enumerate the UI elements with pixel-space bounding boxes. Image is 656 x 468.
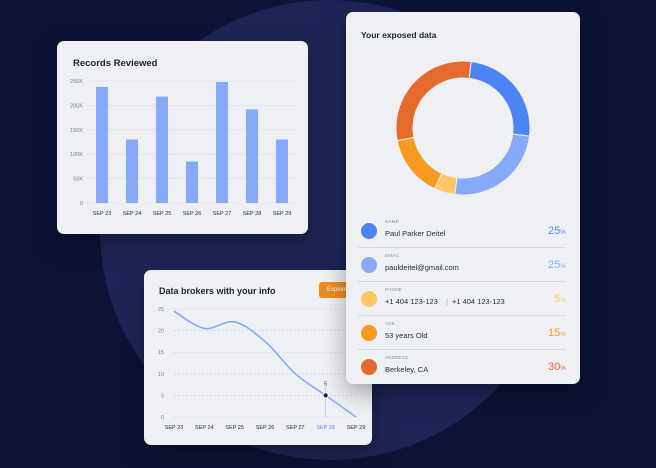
records-reviewed-card: Records Reviewed 0 50K 100K 150K 200K 250K SEP… bbox=[57, 41, 308, 234]
bar bbox=[156, 96, 168, 203]
phone-color-dot bbox=[361, 291, 377, 307]
item-label: NAME bbox=[385, 219, 399, 224]
x-tick-label: SEP 24 bbox=[123, 211, 142, 217]
item-label: PHONE bbox=[385, 287, 403, 292]
item-label: ADDRESS bbox=[385, 355, 409, 360]
x-tick-label: SEP 28 bbox=[316, 425, 335, 431]
y-tick-label: 250K bbox=[70, 79, 83, 85]
y-tick-label: 15 bbox=[158, 350, 164, 356]
donut-slice bbox=[395, 60, 472, 142]
item-value: +1 404 123-123 bbox=[385, 297, 438, 306]
bar bbox=[126, 139, 138, 203]
list-item[interactable]: NAME Paul Parker Deitel 25% bbox=[358, 214, 566, 248]
data-brokers-title: Data brokers with your info bbox=[159, 286, 276, 296]
x-tick-label: SEP 29 bbox=[273, 211, 292, 217]
item-value-secondary: | +1 404 123-123 bbox=[446, 297, 505, 306]
donut-slice bbox=[468, 60, 531, 137]
age-color-dot bbox=[361, 325, 377, 341]
list-item[interactable]: ADDRESS Berkeley, CA 30% bbox=[358, 350, 566, 384]
exposed-data-list: NAME Paul Parker Deitel 25% EMAIL paulde… bbox=[358, 214, 566, 384]
records-reviewed-title: Records Reviewed bbox=[73, 58, 158, 69]
x-tick-label: SEP 25 bbox=[225, 425, 244, 431]
x-tick-label: SEP 28 bbox=[243, 211, 262, 217]
brokers-line-chart: 0 5 10 15 20 25 SEP 23 SEP 24 SEP 25 SEP 26 SEP 27… bbox=[158, 307, 366, 431]
x-tick-label: SEP 25 bbox=[153, 211, 172, 217]
y-tick-label: 100K bbox=[70, 152, 83, 158]
item-percent: 15% bbox=[547, 327, 566, 339]
x-tick-label: SEP 26 bbox=[183, 211, 202, 217]
item-label: EMAIL bbox=[385, 253, 400, 258]
name-color-dot bbox=[361, 223, 377, 239]
exposed-donut-chart bbox=[395, 60, 531, 196]
list-item[interactable]: PHONE +1 404 123-123 | +1 404 123-123 5% bbox=[358, 282, 566, 316]
bar bbox=[96, 86, 108, 203]
bar bbox=[246, 109, 258, 203]
donut-slice bbox=[454, 133, 531, 196]
bar bbox=[276, 139, 288, 203]
item-value: pauldeitel@gmail.com bbox=[385, 263, 459, 272]
bar bbox=[216, 81, 228, 203]
highlight-label: 5 bbox=[324, 381, 327, 387]
y-tick-label: 10 bbox=[158, 372, 164, 378]
x-tick-label: SEP 29 bbox=[347, 425, 366, 431]
item-percent: 25% bbox=[547, 259, 566, 271]
series-line bbox=[173, 310, 357, 418]
y-tick-label: 5 bbox=[161, 393, 164, 399]
y-tick-label: 0 bbox=[80, 201, 83, 207]
y-tick-label: 20 bbox=[158, 329, 164, 335]
bar bbox=[186, 161, 198, 203]
item-percent: 30% bbox=[547, 361, 566, 373]
item-percent: 25% bbox=[547, 225, 566, 237]
x-tick-label: SEP 23 bbox=[93, 211, 112, 217]
highlight-point bbox=[322, 392, 329, 399]
exposed-data-card: Your exposed data NAME Paul Parker Deite… bbox=[346, 12, 580, 384]
x-tick-label: SEP 27 bbox=[286, 425, 305, 431]
x-tick-label: SEP 26 bbox=[256, 425, 275, 431]
list-item[interactable]: AGE 53 years Old 15% bbox=[358, 316, 566, 350]
item-value: Berkeley, CA bbox=[385, 365, 429, 374]
x-tick-label: SEP 23 bbox=[165, 425, 184, 431]
address-color-dot bbox=[361, 359, 377, 375]
x-tick-label: SEP 24 bbox=[195, 425, 214, 431]
y-tick-label: 50K bbox=[73, 177, 83, 183]
item-value: 53 years Old bbox=[385, 331, 428, 340]
records-bar-chart: 0 50K 100K 150K 200K 250K SEP 23 SEP 24 SEP 25 SE… bbox=[70, 79, 297, 217]
item-percent: 5% bbox=[554, 293, 566, 305]
x-tick-label: SEP 27 bbox=[213, 211, 232, 217]
exposed-data-title: Your exposed data bbox=[361, 30, 437, 40]
email-color-dot bbox=[361, 257, 377, 273]
donut-slice bbox=[396, 136, 443, 190]
y-tick-label: 200K bbox=[70, 103, 83, 109]
item-value: Paul Parker Deitel bbox=[385, 229, 446, 238]
y-tick-label: 150K bbox=[70, 128, 83, 134]
y-tick-label: 25 bbox=[158, 307, 164, 313]
list-item[interactable]: EMAIL pauldeitel@gmail.com 25% bbox=[358, 248, 566, 282]
data-brokers-card: Data brokers with your info Explore 0 5 10… bbox=[144, 270, 372, 445]
y-tick-label: 0 bbox=[161, 415, 164, 421]
item-label: AGE bbox=[385, 321, 396, 326]
